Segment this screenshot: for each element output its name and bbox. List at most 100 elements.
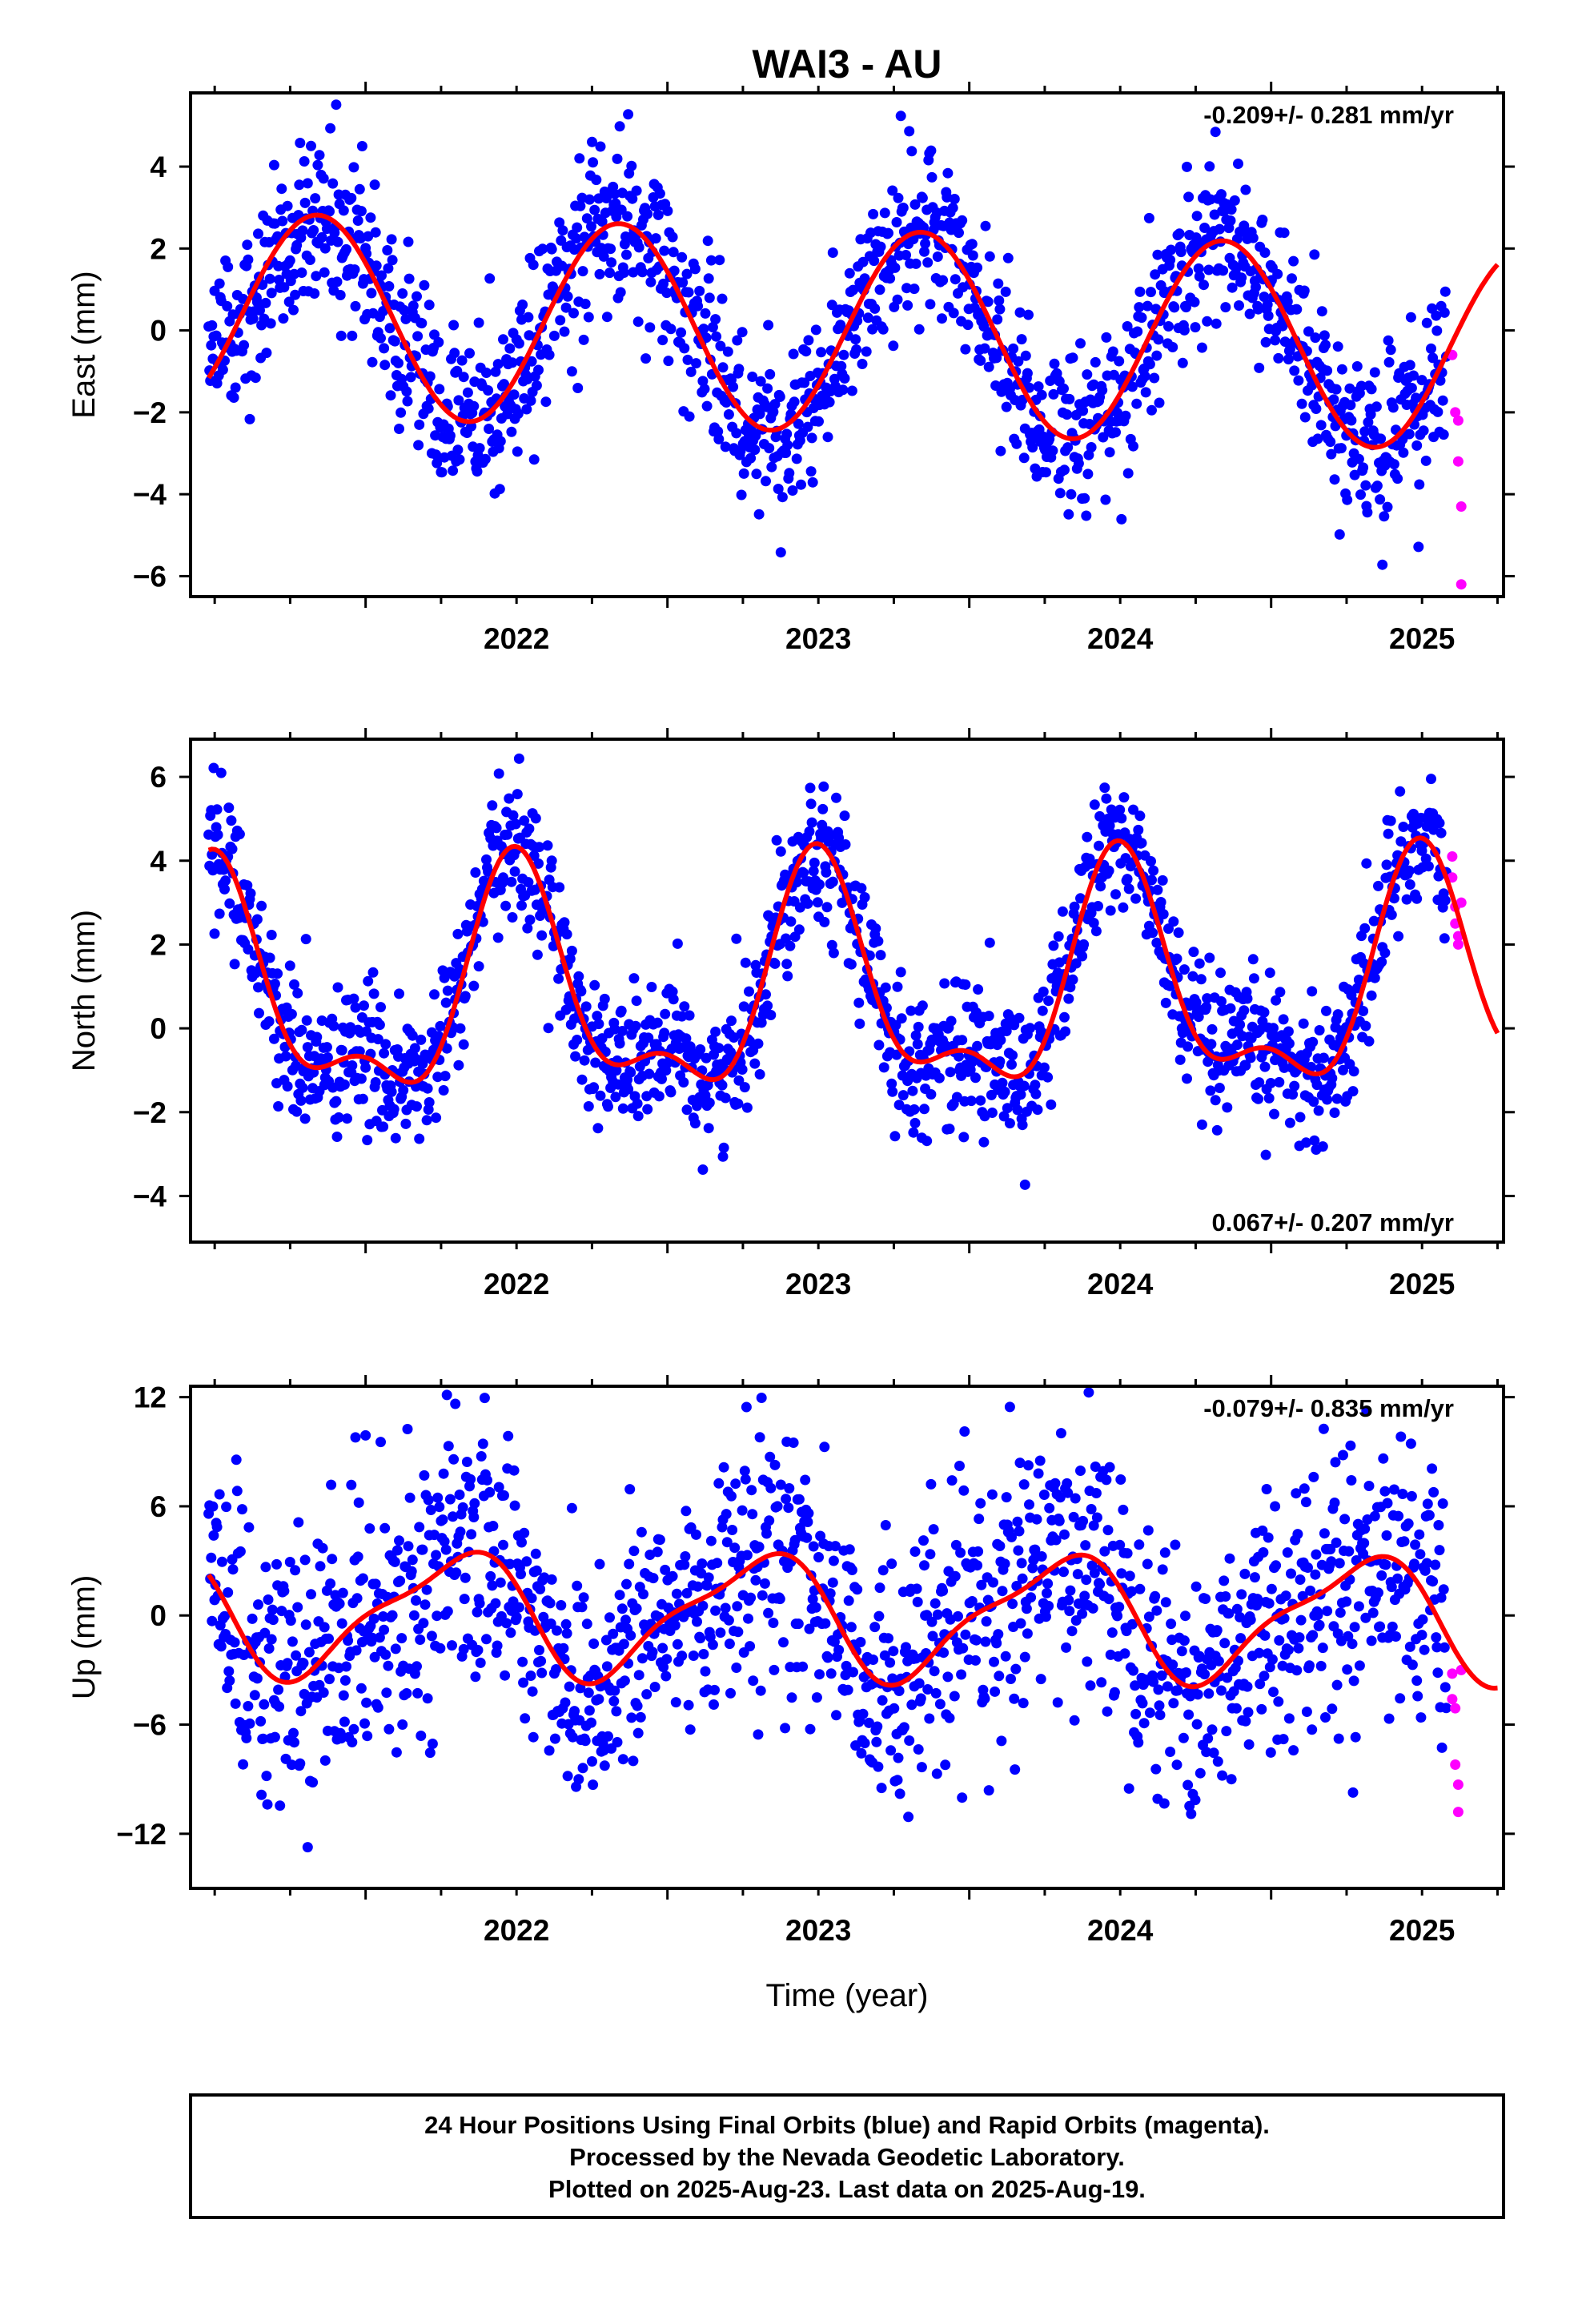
final-orbit-point bbox=[402, 396, 413, 407]
final-orbit-point bbox=[1154, 1700, 1165, 1711]
final-orbit-point bbox=[424, 300, 435, 311]
final-orbit-point bbox=[370, 1578, 381, 1590]
final-orbit-point bbox=[609, 1685, 620, 1696]
final-orbit-point bbox=[455, 1023, 466, 1034]
final-orbit-point bbox=[1393, 931, 1404, 942]
final-orbit-point bbox=[902, 300, 913, 311]
final-orbit-point bbox=[710, 314, 721, 325]
final-orbit-point bbox=[1154, 1710, 1166, 1720]
final-orbit-point bbox=[1321, 1005, 1331, 1016]
final-orbit-point bbox=[744, 986, 754, 997]
final-orbit-point bbox=[1123, 1783, 1134, 1794]
final-orbit-point bbox=[543, 1023, 554, 1034]
final-orbit-point bbox=[911, 1583, 922, 1594]
final-orbit-point bbox=[1191, 1581, 1202, 1592]
final-orbit-point bbox=[365, 212, 376, 223]
final-orbit-point bbox=[1014, 1458, 1026, 1469]
final-orbit-point bbox=[516, 900, 527, 911]
final-orbit-point bbox=[484, 424, 495, 434]
final-orbit-point bbox=[1296, 398, 1307, 409]
final-orbit-point bbox=[309, 288, 320, 299]
final-orbit-point bbox=[628, 1755, 639, 1767]
final-orbit-point bbox=[733, 1626, 744, 1638]
final-orbit-point bbox=[1311, 1080, 1323, 1091]
final-orbit-point bbox=[850, 334, 861, 345]
final-orbit-point bbox=[781, 448, 792, 458]
final-orbit-point bbox=[401, 1688, 412, 1699]
final-orbit-point bbox=[1252, 1594, 1263, 1605]
final-orbit-point bbox=[1431, 1632, 1442, 1643]
final-orbit-point bbox=[1330, 1457, 1341, 1468]
final-orbit-point bbox=[1011, 438, 1022, 449]
final-orbit-point bbox=[1279, 227, 1290, 239]
final-orbit-point bbox=[299, 1554, 311, 1566]
final-orbit-point bbox=[280, 1051, 291, 1062]
final-orbit-point bbox=[1146, 875, 1157, 886]
final-orbit-point bbox=[354, 183, 365, 195]
rapid-orbit-point bbox=[1450, 1703, 1461, 1714]
final-orbit-point bbox=[1331, 1679, 1343, 1691]
final-orbit-point bbox=[544, 1745, 555, 1756]
final-orbit-point bbox=[1173, 927, 1184, 939]
rapid-orbit-point bbox=[1452, 415, 1464, 426]
final-orbit-point bbox=[495, 1577, 506, 1588]
final-orbit-point bbox=[1103, 1594, 1114, 1605]
final-orbit-point bbox=[1211, 318, 1222, 329]
final-orbit-points bbox=[203, 99, 1452, 570]
final-orbit-point bbox=[576, 1602, 588, 1613]
final-orbit-point bbox=[1240, 1715, 1251, 1727]
final-orbit-point bbox=[972, 1040, 983, 1051]
plot-frame bbox=[189, 738, 1505, 1244]
final-orbit-point bbox=[814, 879, 825, 890]
final-orbit-point bbox=[380, 1039, 391, 1050]
final-orbit-point bbox=[231, 1486, 243, 1497]
final-orbit-point bbox=[466, 1529, 477, 1540]
final-orbit-point bbox=[419, 1470, 430, 1481]
final-orbit-point bbox=[1054, 488, 1066, 499]
final-orbit-point bbox=[681, 1033, 692, 1044]
final-orbit-point bbox=[699, 384, 710, 395]
final-orbit-point bbox=[808, 1541, 819, 1552]
final-orbit-point bbox=[1091, 1512, 1102, 1523]
final-orbit-point bbox=[389, 1556, 400, 1567]
final-orbit-point bbox=[1405, 1438, 1416, 1449]
final-orbit-point bbox=[632, 1700, 643, 1711]
final-orbit-point bbox=[522, 923, 533, 934]
final-orbit-point bbox=[432, 1492, 444, 1503]
final-orbit-point bbox=[793, 1618, 804, 1630]
final-orbit-point bbox=[697, 376, 709, 387]
final-orbit-point bbox=[785, 940, 796, 951]
final-orbit-point bbox=[1064, 393, 1075, 404]
final-orbit-point bbox=[416, 318, 428, 329]
final-orbit-point bbox=[1385, 344, 1396, 356]
final-orbit-point bbox=[1160, 1597, 1171, 1608]
final-orbit-point bbox=[1327, 1072, 1338, 1084]
final-orbit-point bbox=[1347, 1787, 1359, 1798]
final-orbit-point bbox=[256, 900, 267, 911]
final-orbit-point bbox=[455, 1526, 466, 1538]
final-orbit-point bbox=[414, 419, 425, 430]
final-orbit-point bbox=[1274, 1076, 1285, 1088]
final-orbit-point bbox=[885, 1657, 896, 1668]
final-orbit-point bbox=[632, 1727, 644, 1739]
final-orbit-point bbox=[789, 1534, 801, 1546]
final-orbit-point bbox=[1345, 1440, 1356, 1451]
final-orbit-point bbox=[1116, 813, 1127, 824]
final-orbit-point bbox=[1078, 1515, 1089, 1526]
final-orbit-point bbox=[219, 864, 229, 875]
final-orbit-point bbox=[731, 933, 742, 944]
final-orbit-point bbox=[1264, 967, 1275, 979]
final-orbit-point bbox=[1019, 1179, 1030, 1190]
final-orbit-point bbox=[1136, 312, 1147, 324]
final-orbit-point bbox=[1102, 1706, 1113, 1717]
final-orbit-point bbox=[348, 162, 359, 173]
final-orbit-points bbox=[203, 1387, 1452, 1853]
final-orbit-point bbox=[827, 876, 838, 887]
final-orbit-point bbox=[1299, 285, 1310, 296]
final-orbit-point bbox=[244, 413, 255, 424]
final-orbit-point bbox=[1254, 1647, 1265, 1659]
final-orbit-point bbox=[1405, 312, 1416, 323]
final-orbit-point bbox=[1363, 1481, 1375, 1491]
final-orbit-point bbox=[1178, 324, 1190, 336]
